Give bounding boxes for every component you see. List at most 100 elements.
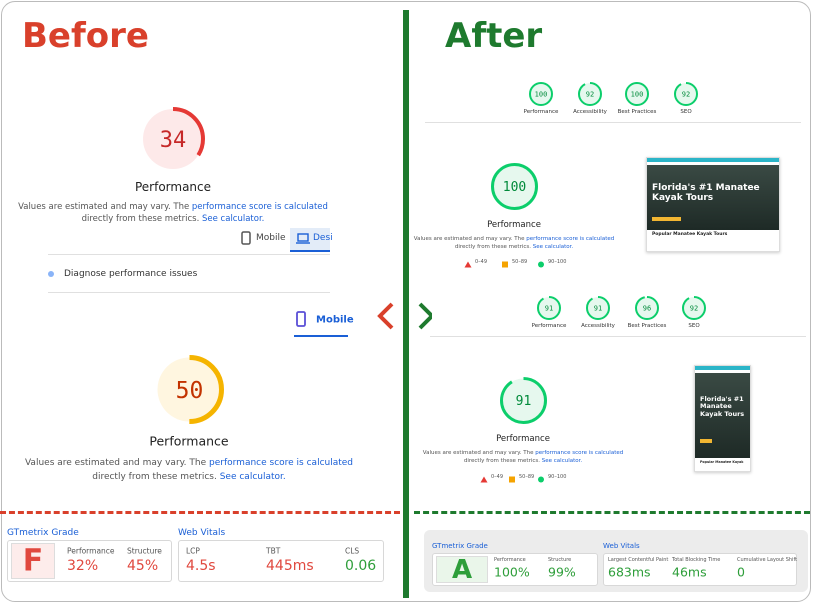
vital-label: Largest Contentful Paint [608,557,669,563]
preview-bar [695,366,750,370]
active-tab[interactable] [290,228,330,252]
note-link[interactable]: performance score is calculated [191,202,328,212]
gauge-bg [683,297,705,319]
note-link[interactable]: performance score is calculated [526,236,615,242]
grade-badge [11,543,55,579]
gauge-score: 92 [682,91,690,99]
gauge-score: 91 [515,394,531,409]
vitals-title: Web Vitals [603,542,640,550]
gauge-bg [143,109,203,169]
site-preview: Florida's #1 Manatee Kayak Tours Popular … [646,157,780,252]
prev-arrow[interactable] [377,302,394,330]
gauge-score: 92 [586,91,594,99]
category-label: Best Practices [627,323,667,329]
vitals-box [178,540,384,582]
score-gauge: 100 [529,82,553,106]
vital-value: 4.5s [186,558,216,574]
arrows [377,302,432,330]
gauge-bg [157,357,221,421]
legend-icon [502,253,508,272]
gauge-bg [626,83,648,105]
note-line: directly from these metrics. See calcula… [455,244,573,250]
gauge-bg [579,83,601,105]
score-gauge: 34 [141,107,205,171]
phone-icon [296,311,306,327]
divider [403,10,409,598]
score-gauge: 50 [154,354,224,424]
before-dash [0,511,400,514]
separator [425,122,801,123]
separator [430,336,806,337]
vitals-box [603,553,797,586]
gauge-arc [490,162,538,210]
legend-label: 0–49 [491,474,504,480]
score-gauge: 92 [682,296,706,320]
score-gauge: 92 [578,82,602,106]
legend-icon [480,468,488,487]
after-dash [414,511,810,514]
grade-letter: F [22,543,44,579]
metric-value: 100% [494,564,530,580]
gauge-score: 96 [643,305,651,313]
note-text: directly from these metrics. [454,244,533,250]
note-text: Values are estimated and may vary. The [413,236,527,242]
metric-label: Structure [548,557,572,563]
diagnose[interactable]: Diagnose performance issues [64,269,198,279]
score-gauge: 100 [625,82,649,106]
note-link[interactable]: performance score is calculated [209,458,354,468]
category-label: Best Practices [617,109,657,115]
gauge-score: 92 [690,305,698,313]
category-label: Performance [531,323,567,329]
note-link[interactable]: See calculator. [532,244,574,250]
legend-label: 90–100 [548,474,567,480]
note-link[interactable]: See calculator. [541,458,583,464]
gauge-score: 100 [631,91,644,99]
metric-label: Performance [494,557,526,563]
before-heading: Before [22,16,149,56]
gauge-bg [530,83,552,105]
grade-letter: A [451,554,473,585]
note-line: Values are estimated and may vary. The p… [25,458,353,468]
gauge-arc [586,296,610,320]
gauge-bg [538,297,560,319]
preview-caption: Popular Manatee Kayak Tours [652,232,728,237]
gauge-bg [675,83,697,105]
tab[interactable]: Desi [313,233,333,243]
gauge-arc [529,82,553,106]
note-line: directly from these metrics. See calcula… [92,472,286,482]
mobile-tab[interactable]: Mobile [316,314,354,326]
gauge-score: 91 [545,305,553,313]
category-label: SEO [680,109,692,115]
phone-icon [241,231,251,245]
gauge-score: 34 [160,128,187,153]
preview-bar [647,158,779,162]
vital-value: 445ms [266,558,314,574]
gauge-bg [492,164,536,208]
gauge-arc [154,354,224,424]
gauge-score: 50 [175,377,203,403]
legend-label: 50–89 [519,474,535,480]
site-preview: Florida's #1 Manatee Kayak Tours Popular … [694,365,751,472]
note-text: Values are estimated and may vary. The [18,202,192,212]
gauge-arc [578,82,602,106]
metric-value: 32% [67,558,99,574]
note-link[interactable]: performance score is calculated [535,450,624,456]
note-link[interactable]: See calculator. [202,214,265,224]
tab-underline [294,335,348,337]
legend-icon [509,468,515,487]
category-label: Accessibility [573,109,607,115]
legend-icon [538,253,544,272]
next-arrow[interactable] [418,302,432,330]
note-text: directly from these metrics. [81,214,202,224]
tab[interactable]: Mobile [256,233,286,243]
vital-value: 0.06 [345,558,377,574]
vital-value: 683ms [608,564,651,580]
note-text: Values are estimated and may vary. The [422,450,536,456]
gauge-bg [636,297,658,319]
note-link[interactable]: See calculator. [219,472,286,482]
vital-label: Total Blocking Time [672,557,721,563]
gauge-bg [501,378,545,422]
score-gauge: 92 [674,82,698,106]
gtmetrix-title: GTmetrix Grade [432,542,488,550]
note-line: Values are estimated and may vary. The p… [423,450,623,456]
